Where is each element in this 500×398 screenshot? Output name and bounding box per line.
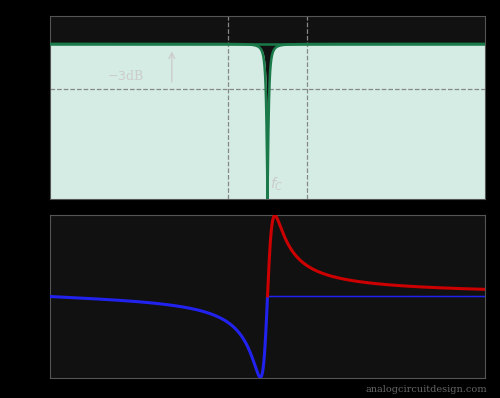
Text: $f_C$: $f_C$ [270,176,283,193]
Text: analogcircuitdesign.com: analogcircuitdesign.com [366,385,488,394]
Text: $-3$dB: $-3$dB [106,69,144,83]
